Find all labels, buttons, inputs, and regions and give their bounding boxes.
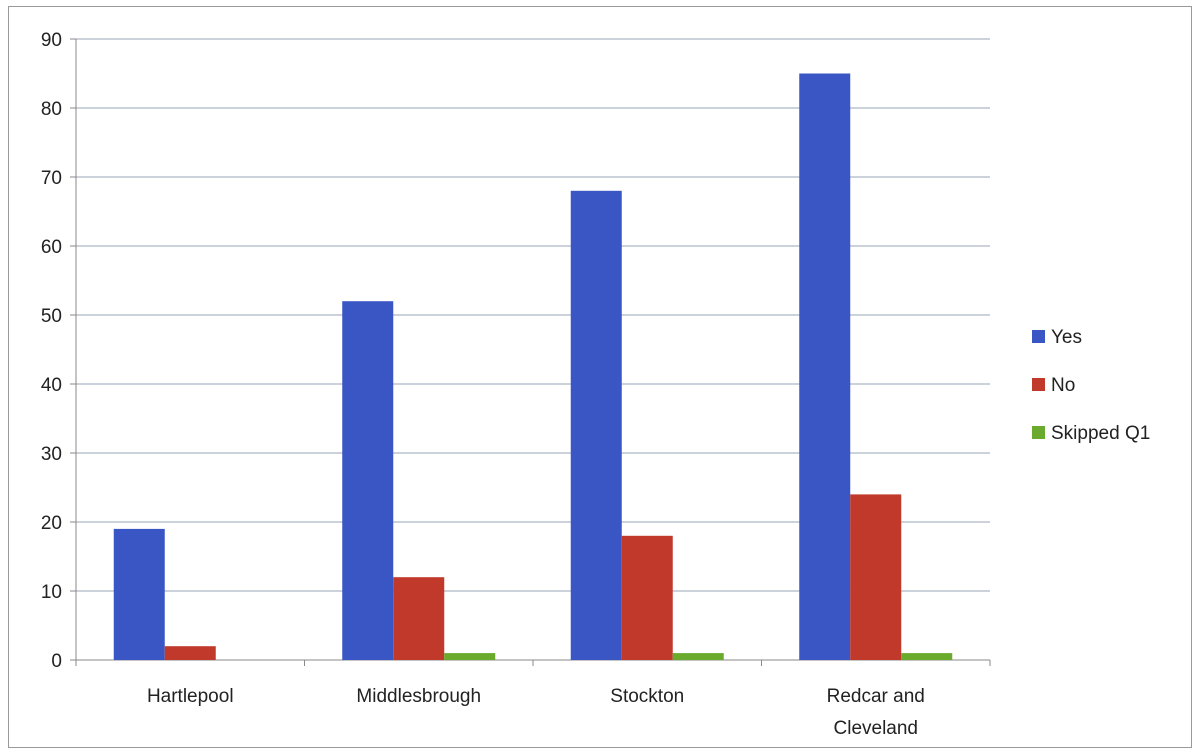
y-tick-label: 50 [41,306,62,327]
y-tick-label: 0 [51,651,62,672]
bar-yes [799,73,851,660]
bars [113,73,953,661]
x-category-label: Cleveland [834,718,919,739]
legend-swatch [1032,378,1045,391]
y-tick-label: 90 [41,30,62,51]
y-tick-label: 40 [41,375,62,396]
legend-swatch [1032,426,1045,439]
bar-yes [342,301,394,660]
legend-swatch [1032,330,1045,343]
y-tick-label: 30 [41,444,62,465]
legend: Yes No Skipped Q1 [1032,327,1150,444]
x-category-label: Stockton [610,686,684,707]
y-tick-labels: 0 10 20 30 40 50 60 70 80 90 [41,30,62,672]
x-category-label: Middlesbrough [356,686,481,707]
bar-skipped-q1 [444,653,496,660]
y-tick-label: 60 [41,237,62,258]
bar-no [850,494,902,660]
bar-yes [570,190,622,661]
bar-no [621,535,673,660]
x-category-label: Hartlepool [147,686,234,707]
bar-yes [113,528,165,660]
legend-label: Yes [1051,327,1082,348]
y-tick-label: 20 [41,513,62,534]
x-category-label: Redcar and [827,686,925,707]
y-tick-label: 80 [41,99,62,120]
bar-no [164,646,216,660]
bar-skipped-q1 [901,653,953,660]
bar-skipped-q1 [672,653,724,660]
x-category-labels: Hartlepool Middlesbrough Stockton Redcar an… [147,686,925,739]
bar-no [393,577,445,660]
y-tick-label: 10 [41,582,62,603]
legend-label: Skipped Q1 [1051,423,1150,444]
legend-label: No [1051,375,1075,396]
y-tick-label: 70 [41,168,62,189]
